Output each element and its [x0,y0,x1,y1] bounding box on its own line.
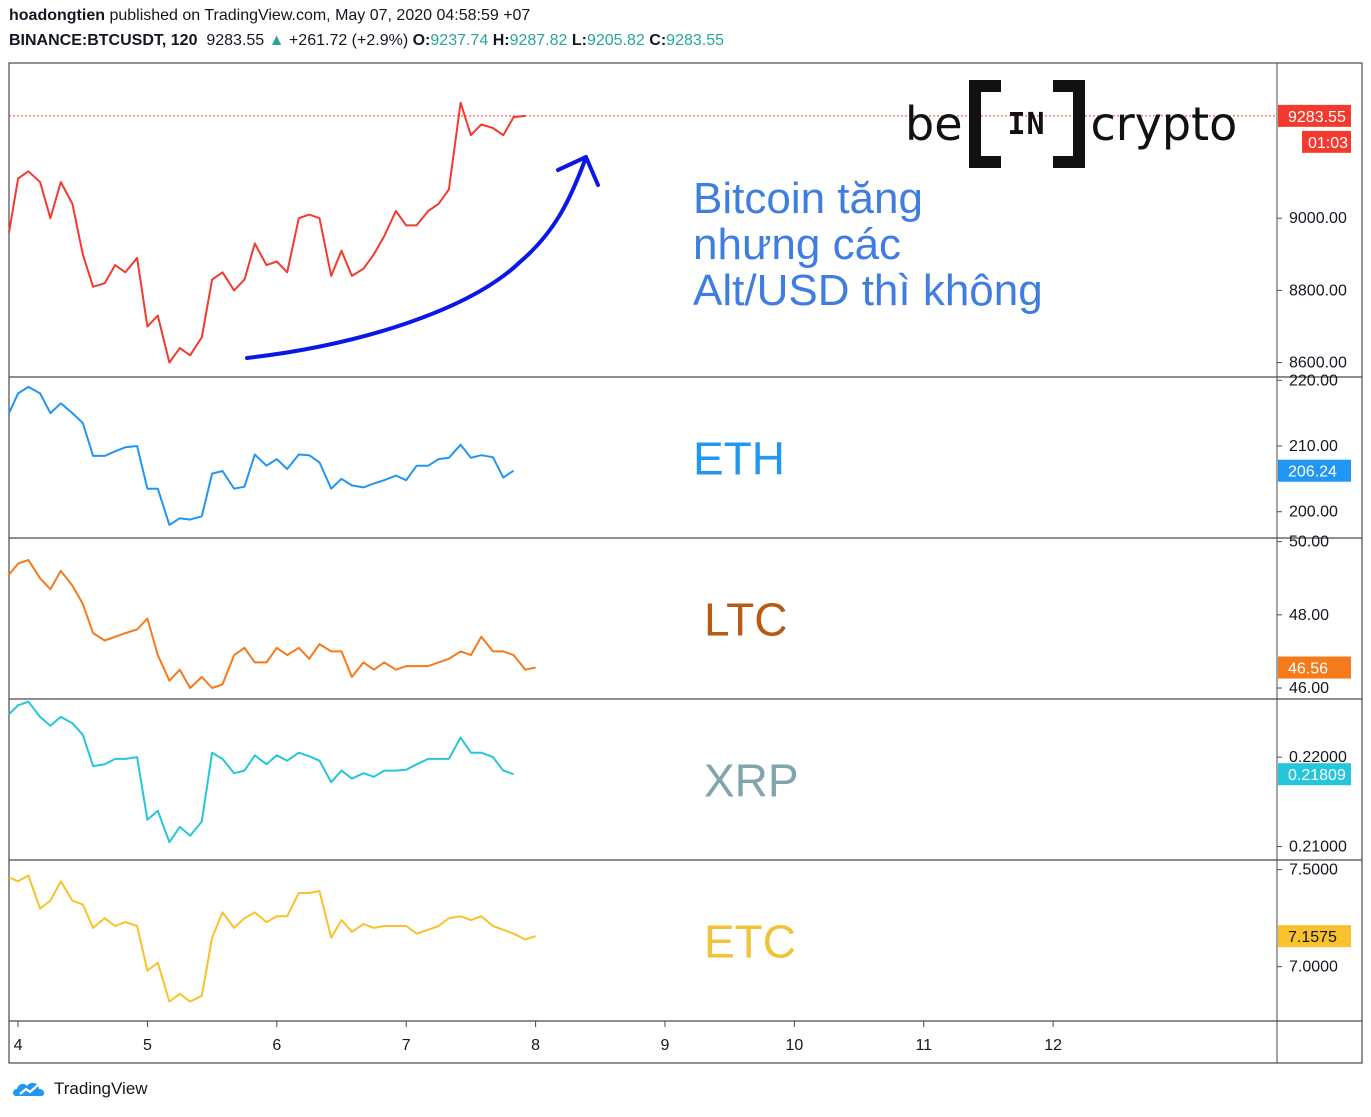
symbol-label[interactable]: BINANCE:BTCUSDT, 120 [9,32,198,49]
author-name[interactable]: hoadongtien [9,7,105,24]
countdown-label: 01:03 [1308,135,1348,152]
x-tick-label: 7 [402,1037,411,1054]
x-tick-label: 8 [531,1037,540,1054]
x-tick-label: 11 [915,1037,932,1054]
y-tick-label-xrp: 0.22000 [1289,749,1347,766]
y-tick-label-etc: 7.0000 [1289,959,1338,976]
series-line-etc[interactable] [8,874,536,1003]
trend-arrow [245,158,587,360]
logo-text-in: IN [1007,106,1046,142]
price-change: +261.72 (+2.9%) [288,32,409,49]
x-tick-label: 12 [1044,1037,1062,1054]
up-arrow-icon: ▲ [268,32,285,49]
annotation-line: Alt/USD thì không [693,266,1043,315]
open-value: 9237.74 [430,32,489,49]
y-tick-label-btc: 9000.00 [1289,210,1347,227]
tradingview-cloud-icon [13,1082,45,1096]
y-tick-label-xrp: 0.21000 [1289,839,1347,856]
annotation-line: Bitcoin tăng [693,174,923,223]
close-label: C: [649,32,667,49]
high-label: H: [492,32,510,49]
last-value-label-btc: 9283.55 [1288,109,1346,126]
y-tick-label-btc: 8600.00 [1289,355,1347,372]
pane-label-eth: ETH [693,433,785,485]
x-tick-label: 4 [14,1037,23,1054]
y-tick-label-ltc: 50.00 [1289,534,1329,551]
pane-label-xrp: XRP [704,755,799,807]
last-value-badge-etc [1278,925,1351,948]
publish-info: hoadongtien published on TradingView.com… [9,7,530,25]
last-value-label-etc: 7.1575 [1288,929,1337,946]
chart-frame [8,62,1363,1064]
y-tick-label-eth: 220.00 [1289,372,1338,389]
low-value: 9205.82 [586,32,645,49]
series-line-ltc[interactable] [8,559,536,689]
ohlc-legend: BINANCE:BTCUSDT, 120 9283.55 ▲ +261.72 (… [9,32,724,50]
x-tick-label: 10 [785,1037,803,1054]
last-price: 9283.55 [206,32,265,49]
x-tick-label: 9 [661,1037,670,1054]
last-value-badge-btc [1278,104,1351,127]
series-line-btc[interactable] [8,101,526,364]
logo-text-crypto: crypto [1090,97,1238,151]
y-tick-label-ltc: 48.00 [1289,607,1329,624]
publish-text: published on TradingView.com, May 07, 20… [109,7,531,24]
beincrypto-logo: be IN crypto [905,78,1237,170]
annotation-line: nhưng các [693,220,901,269]
logo-text-be: be [905,97,963,151]
pane-label-ltc: LTC [704,594,788,646]
trend-arrow-head [556,155,600,187]
y-tick-label-etc: 7.5000 [1289,862,1338,879]
series-line-eth[interactable] [8,385,515,526]
last-value-badge-ltc [1278,656,1351,679]
last-value-label-xrp: 0.21809 [1288,767,1346,784]
last-value-label-ltc: 46.56 [1288,661,1328,678]
x-tick-label: 5 [143,1037,152,1054]
open-label: O: [412,32,431,49]
last-value-label-eth: 206.24 [1288,464,1337,481]
last-value-badge-eth [1278,459,1351,482]
logo-bracket-mark: IN [968,80,1085,168]
tradingview-footer[interactable]: TradingView [12,1078,148,1100]
countdown-badge [1302,130,1351,153]
y-tick-label-eth: 200.00 [1289,504,1338,521]
x-tick-label: 6 [272,1037,281,1054]
last-value-badge-xrp [1278,763,1351,786]
y-tick-label-eth: 210.00 [1289,438,1338,455]
low-label: L: [571,32,587,49]
y-tick-label-btc: 8800.00 [1289,282,1347,299]
y-tick-label-ltc: 46.00 [1289,680,1329,697]
close-value: 9283.55 [666,32,725,49]
pane-label-etc: ETC [704,916,796,968]
high-value: 9287.82 [509,32,568,49]
tradingview-brand: TradingView [54,1079,148,1098]
series-line-xrp[interactable] [8,700,514,844]
